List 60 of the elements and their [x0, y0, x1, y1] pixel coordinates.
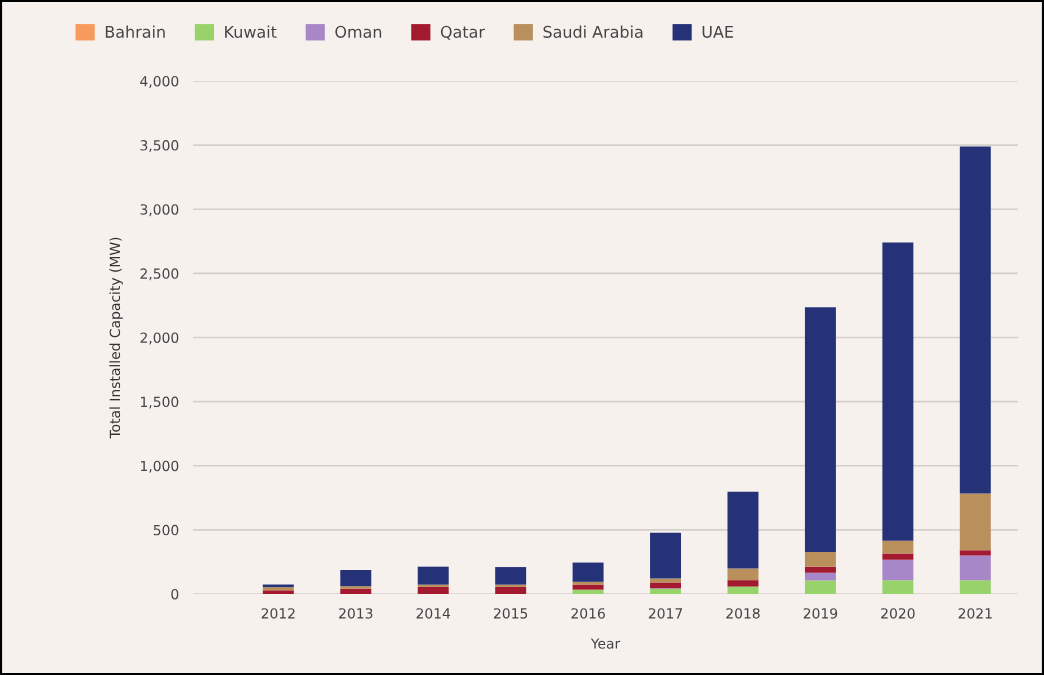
- bar: [572, 562, 604, 582]
- bar: [340, 570, 372, 587]
- bar: [882, 553, 914, 560]
- y-tick-label: 3,000: [140, 204, 179, 217]
- bar: [727, 586, 759, 594]
- x-tick-label: 2013: [339, 608, 373, 619]
- bar: [572, 584, 604, 590]
- bar: [882, 540, 914, 554]
- x-axis-title: Year: [590, 638, 621, 649]
- legend-label: Saudi Arabia: [543, 25, 643, 38]
- bar: [804, 566, 836, 573]
- legend-label: Kuwait: [225, 25, 277, 38]
- bar: [882, 242, 914, 541]
- x-tick-label: 2020: [881, 608, 915, 619]
- bar: [417, 566, 449, 585]
- y-tick-label: 500: [153, 524, 179, 536]
- bar: [727, 568, 759, 581]
- bar: [959, 555, 991, 581]
- x-tick-label: 2016: [571, 608, 605, 619]
- bar: [804, 307, 836, 552]
- legend-label: Oman: [335, 25, 382, 38]
- bar: [959, 550, 991, 556]
- bar: [572, 589, 604, 594]
- x-tick-label: 2021: [958, 608, 992, 619]
- bar: [417, 586, 449, 594]
- x-tick-label: 2017: [648, 608, 683, 619]
- y-tick-label: 1,500: [141, 396, 179, 409]
- bar: [959, 146, 991, 494]
- y-tick-label: 2,500: [140, 268, 179, 281]
- bar: [804, 551, 836, 567]
- bar: [495, 567, 527, 585]
- bar: [727, 580, 759, 587]
- x-tick-label: 2012: [261, 608, 295, 619]
- bar: [882, 559, 914, 581]
- bar: [650, 588, 682, 594]
- legend-label: Bahrain: [105, 25, 165, 38]
- x-tick-label: 2015: [494, 608, 528, 619]
- bar: [804, 572, 836, 581]
- bar: [727, 491, 759, 569]
- y-tick-label: 2,000: [140, 332, 179, 345]
- x-tick-label: 2019: [803, 608, 838, 619]
- bar: [340, 588, 372, 594]
- x-tick-label: 2014: [416, 608, 451, 619]
- bar: [340, 586, 372, 589]
- y-tick-label: 0: [171, 588, 179, 600]
- bar: [882, 580, 914, 594]
- bar: [959, 493, 991, 551]
- bar: [650, 532, 682, 579]
- y-tick-label: 3,500: [140, 140, 179, 153]
- legend-label: UAE: [702, 26, 733, 38]
- y-tick-label: 4,000: [140, 75, 179, 88]
- legend-label: Qatar: [440, 25, 485, 40]
- y-tick-label: 1,000: [141, 460, 179, 473]
- bar: [572, 581, 604, 585]
- bar: [959, 580, 991, 594]
- bar: [650, 582, 682, 589]
- bar: [804, 580, 836, 594]
- y-axis-title: Total Installed Capacity (MW): [109, 237, 123, 439]
- x-tick-label: 2018: [726, 608, 760, 619]
- bar: [495, 586, 527, 594]
